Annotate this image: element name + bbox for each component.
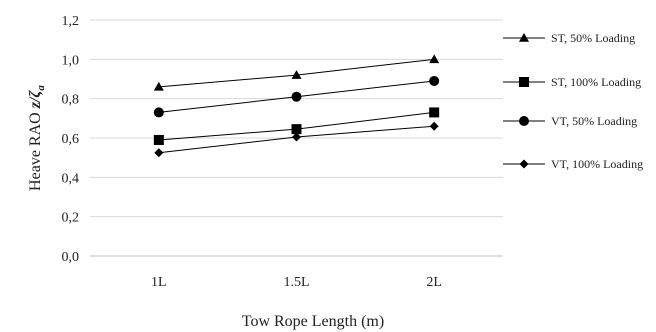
- legend-label: VT, 50% Loading: [551, 114, 637, 128]
- series-group: [153, 54, 440, 158]
- legend-item: VT, 100% Loading: [503, 157, 643, 171]
- legend-item: ST, 50% Loading: [503, 31, 635, 45]
- x-tick-label: 1.5L: [283, 275, 309, 290]
- data-point: [153, 134, 164, 145]
- series-4: [154, 121, 439, 158]
- y-axis-title-symbol: z/ζ: [27, 90, 44, 110]
- data-point: [429, 54, 440, 64]
- x-tick-labels: 1L 1.5L 2L: [151, 275, 442, 290]
- series-1: [153, 54, 440, 91]
- x-axis-title: Tow Rope Length (m): [242, 313, 384, 330]
- legend-item: VT, 50% Loading: [503, 114, 637, 128]
- data-point: [291, 124, 302, 135]
- legend-label: VT, 100% Loading: [551, 157, 643, 171]
- legend-label: ST, 50% Loading: [551, 31, 635, 45]
- y-tick-label: 0,8: [62, 93, 80, 108]
- y-tick-label: 1,2: [62, 14, 80, 29]
- data-point: [292, 132, 301, 142]
- legend-marker: [519, 33, 529, 42]
- data-point: [291, 91, 302, 102]
- y-tick-label: 0,6: [62, 132, 80, 147]
- data-point: [291, 70, 302, 79]
- y-tick-labels: 0,0 0,2 0,4 0,6 0,8 1,0 1,2: [62, 14, 80, 265]
- x-tick-label: 1L: [151, 275, 167, 290]
- y-axis-title-subscript: a: [35, 85, 47, 91]
- series-2: [153, 107, 440, 145]
- y-tick-label: 0,2: [62, 211, 80, 226]
- legend: ST, 50% Loading ST, 100% Loading VT, 50% L…: [503, 31, 643, 171]
- legend-marker: [519, 159, 529, 169]
- data-point: [153, 81, 164, 91]
- y-axis-title-main: Heave RAO: [27, 112, 44, 191]
- y-tick-label: 1,0: [62, 53, 80, 68]
- y-axis-title: Heave RAO z/ζa: [27, 85, 47, 191]
- data-point: [429, 75, 440, 86]
- data-point: [429, 121, 439, 131]
- legend-label: ST, 100% Loading: [551, 75, 641, 89]
- legend-marker: [519, 116, 529, 126]
- data-point: [153, 107, 164, 118]
- data-point: [154, 148, 164, 158]
- y-tick-label: 0,4: [62, 171, 80, 186]
- data-point: [429, 107, 440, 118]
- y-tick-label: 0,0: [62, 250, 80, 265]
- legend-marker: [519, 77, 529, 87]
- x-tick-label: 2L: [426, 275, 442, 290]
- series-3: [153, 75, 440, 118]
- legend-item: ST, 100% Loading: [503, 75, 641, 89]
